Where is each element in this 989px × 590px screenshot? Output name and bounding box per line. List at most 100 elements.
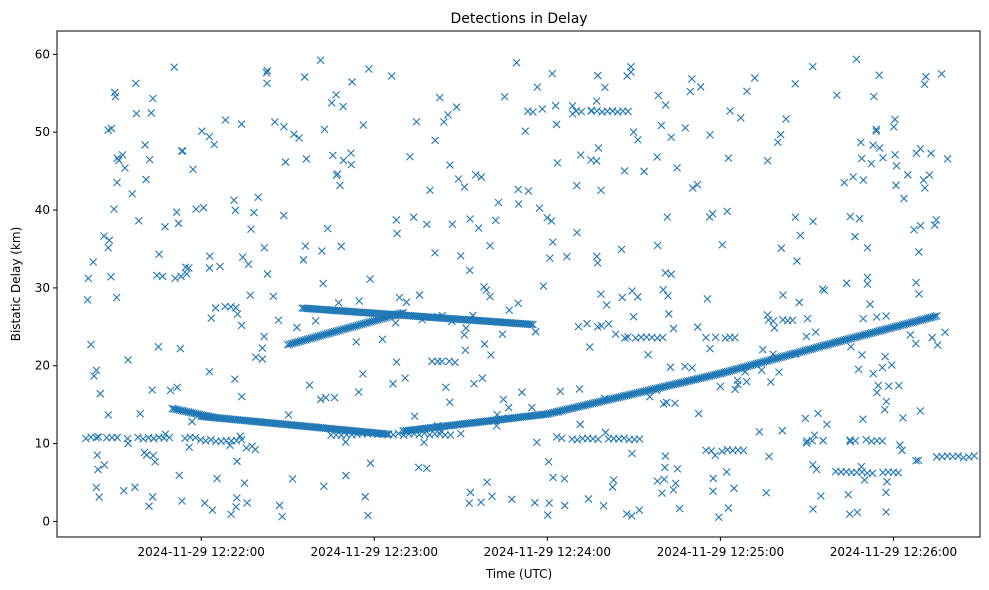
data-point bbox=[474, 224, 483, 232]
data-point bbox=[686, 87, 695, 96]
data-point bbox=[251, 353, 260, 362]
data-point bbox=[477, 173, 486, 181]
data-point bbox=[525, 320, 534, 329]
y-tick-label: 60 bbox=[35, 47, 50, 61]
data-point bbox=[882, 312, 890, 320]
data-point bbox=[635, 506, 644, 515]
data-point bbox=[910, 225, 918, 234]
data-point bbox=[620, 166, 629, 175]
data-point bbox=[491, 216, 500, 225]
data-point bbox=[448, 220, 457, 229]
data-point bbox=[175, 471, 184, 480]
data-point bbox=[320, 125, 329, 134]
data-point bbox=[170, 63, 179, 71]
data-point bbox=[92, 366, 101, 375]
data-points bbox=[81, 55, 979, 522]
data-point bbox=[906, 330, 915, 339]
data-point bbox=[862, 435, 871, 444]
data-point bbox=[856, 138, 865, 147]
data-point bbox=[437, 357, 446, 366]
data-point bbox=[233, 457, 241, 466]
data-point bbox=[104, 243, 113, 252]
data-point bbox=[93, 451, 102, 460]
data-point bbox=[243, 498, 252, 507]
data-point bbox=[334, 298, 343, 307]
data-point bbox=[762, 488, 771, 497]
data-point bbox=[627, 511, 636, 520]
data-point bbox=[145, 502, 153, 511]
data-point bbox=[879, 154, 887, 162]
data-point bbox=[730, 484, 738, 493]
data-point bbox=[154, 342, 163, 351]
data-point bbox=[801, 414, 810, 423]
data-point bbox=[173, 383, 182, 392]
data-point bbox=[671, 479, 680, 488]
data-point bbox=[653, 153, 662, 161]
data-point bbox=[454, 175, 463, 183]
y-tick-label: 10 bbox=[35, 437, 50, 451]
data-point bbox=[593, 71, 602, 80]
data-point bbox=[258, 344, 267, 352]
data-point bbox=[504, 403, 513, 412]
data-point bbox=[791, 213, 800, 222]
data-point bbox=[295, 134, 303, 142]
data-point bbox=[527, 403, 536, 412]
data-point bbox=[233, 493, 241, 502]
data-point bbox=[726, 107, 734, 115]
data-point bbox=[402, 298, 411, 307]
data-point bbox=[171, 274, 180, 283]
data-point bbox=[693, 323, 702, 331]
data-point bbox=[833, 91, 841, 100]
data-point bbox=[110, 88, 119, 97]
data-point bbox=[667, 133, 676, 142]
data-point bbox=[705, 213, 714, 221]
data-point bbox=[148, 493, 157, 501]
data-point bbox=[221, 116, 230, 124]
data-point bbox=[483, 478, 491, 487]
data-point bbox=[465, 499, 474, 508]
data-point bbox=[853, 508, 862, 517]
data-point bbox=[891, 150, 899, 159]
data-point bbox=[113, 178, 121, 187]
data-point bbox=[793, 257, 801, 265]
data-point bbox=[894, 468, 903, 477]
data-point bbox=[323, 224, 332, 233]
data-point bbox=[418, 315, 426, 324]
data-point bbox=[300, 73, 309, 81]
data-point bbox=[174, 219, 183, 228]
data-point bbox=[451, 358, 459, 367]
data-point bbox=[191, 433, 200, 442]
data-point bbox=[669, 324, 678, 333]
data-point bbox=[422, 464, 431, 473]
data-point bbox=[237, 120, 246, 129]
data-point bbox=[107, 273, 115, 281]
data-point bbox=[810, 431, 819, 440]
data-point bbox=[161, 430, 170, 439]
data-point bbox=[94, 432, 103, 441]
data-point bbox=[366, 459, 375, 468]
data-point bbox=[629, 128, 638, 137]
y-tick-label: 20 bbox=[35, 359, 50, 373]
data-point bbox=[355, 297, 364, 305]
data-point bbox=[452, 103, 461, 111]
data-point bbox=[121, 164, 129, 172]
data-point bbox=[808, 460, 817, 469]
data-point bbox=[796, 231, 805, 240]
data-point bbox=[466, 488, 475, 497]
data-point bbox=[250, 208, 258, 217]
data-point bbox=[970, 452, 979, 460]
data-point bbox=[658, 489, 666, 498]
data-point bbox=[305, 381, 314, 389]
data-point bbox=[148, 94, 157, 103]
data-point bbox=[412, 117, 421, 126]
data-point bbox=[552, 120, 561, 129]
data-point bbox=[205, 132, 214, 141]
data-point bbox=[854, 365, 863, 374]
data-point bbox=[262, 68, 271, 77]
data-point bbox=[915, 290, 923, 298]
data-point bbox=[868, 469, 877, 478]
data-point bbox=[332, 171, 341, 180]
data-point bbox=[860, 476, 869, 484]
data-point bbox=[389, 379, 397, 388]
data-point bbox=[288, 474, 297, 483]
